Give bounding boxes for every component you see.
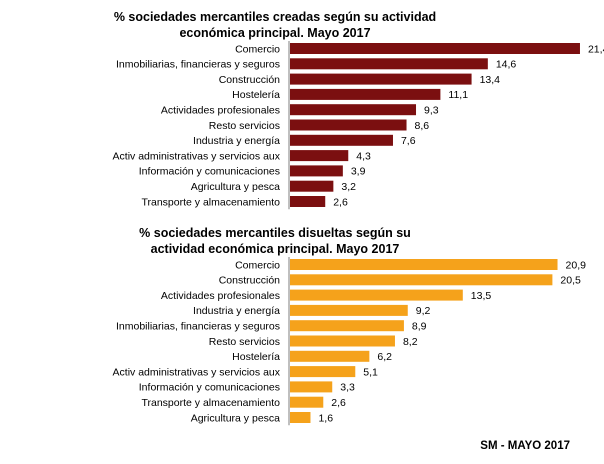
category-label: Inmobiliarias, financieras y seguros — [116, 321, 280, 333]
bar — [290, 119, 407, 131]
data-label: 20,9 — [566, 259, 587, 271]
bar — [290, 259, 558, 270]
data-label: 9,2 — [416, 305, 431, 317]
bar — [290, 58, 488, 70]
data-label: 13,5 — [471, 290, 492, 302]
data-label: 2,6 — [333, 196, 348, 208]
category-label: Inmobiliarias, financieras y seguros — [116, 59, 280, 71]
bar — [290, 289, 463, 301]
bar — [290, 134, 393, 146]
data-label: 13,4 — [480, 74, 501, 86]
bar — [290, 396, 324, 408]
category-label: Activ administrativas y servicios aux — [113, 150, 281, 162]
bar — [290, 43, 580, 54]
category-label: Agricultura y pesca — [191, 181, 280, 193]
category-label: Comercio — [235, 259, 280, 271]
data-label: 3,2 — [341, 181, 356, 193]
data-label: 11,1 — [448, 89, 468, 101]
category-label: Resto servicios — [209, 120, 280, 132]
category-label: Información y comunicaciones — [139, 166, 280, 178]
bar — [290, 381, 333, 393]
data-label: 5,1 — [363, 366, 378, 378]
data-label: 3,9 — [351, 166, 366, 178]
data-label: 21,4 — [588, 43, 604, 55]
bar — [290, 150, 349, 162]
category-label: Transporte y almacenamiento — [141, 196, 280, 208]
footer-label: SM - MAYO 2017 — [480, 440, 570, 452]
data-label: 8,9 — [412, 321, 427, 333]
data-label: 9,3 — [424, 105, 439, 117]
data-label: 4,3 — [356, 150, 371, 162]
data-label: 1,6 — [318, 412, 333, 424]
data-label: 8,2 — [403, 336, 418, 348]
bar — [290, 350, 370, 362]
chart-dissolved-companies: % sociedades mercantiles disueltas según… — [113, 226, 587, 426]
bar — [290, 196, 326, 207]
bar — [290, 88, 441, 100]
data-label: 8,6 — [415, 120, 430, 132]
category-label: Información y comunicaciones — [139, 382, 280, 394]
bar — [290, 335, 395, 347]
category-label: Activ administrativas y servicios aux — [113, 366, 281, 378]
category-label: Construcción — [219, 275, 280, 287]
data-label: 20,5 — [560, 275, 581, 287]
category-label: Actividades profesionales — [161, 290, 280, 302]
category-label: Industria y energía — [193, 305, 280, 317]
category-label: Construcción — [219, 74, 280, 86]
bar — [290, 320, 404, 332]
data-label: 2,6 — [331, 397, 346, 409]
chart-title-line-1: % sociedades mercantiles disueltas según… — [139, 226, 411, 240]
data-label: 6,2 — [377, 351, 392, 363]
bar — [290, 180, 334, 192]
category-label: Actividades profesionales — [161, 105, 280, 117]
bar — [290, 104, 417, 116]
data-label: 14,6 — [496, 59, 517, 71]
data-label: 3,3 — [340, 382, 355, 394]
bar — [290, 304, 408, 316]
chart-created-companies: % sociedades mercantiles creadas según s… — [113, 10, 604, 210]
category-label: Resto servicios — [209, 336, 280, 348]
bar — [290, 412, 311, 423]
bar — [290, 366, 356, 378]
bar — [290, 165, 343, 177]
chart-title-line-2: actividad económica principal. Mayo 2017 — [151, 242, 400, 256]
chart-title-line-2: económica principal. Mayo 2017 — [179, 26, 370, 40]
category-label: Transporte y almacenamiento — [141, 397, 280, 409]
category-label: Comercio — [235, 43, 280, 55]
category-label: Hostelería — [232, 351, 280, 363]
chart-title-line-1: % sociedades mercantiles creadas según s… — [114, 10, 436, 24]
category-label: Hostelería — [232, 89, 280, 101]
bar — [290, 73, 472, 85]
category-label: Agricultura y pesca — [191, 412, 280, 424]
bar — [290, 274, 553, 286]
category-label: Industria y energía — [193, 135, 280, 147]
data-label: 7,6 — [401, 135, 416, 147]
